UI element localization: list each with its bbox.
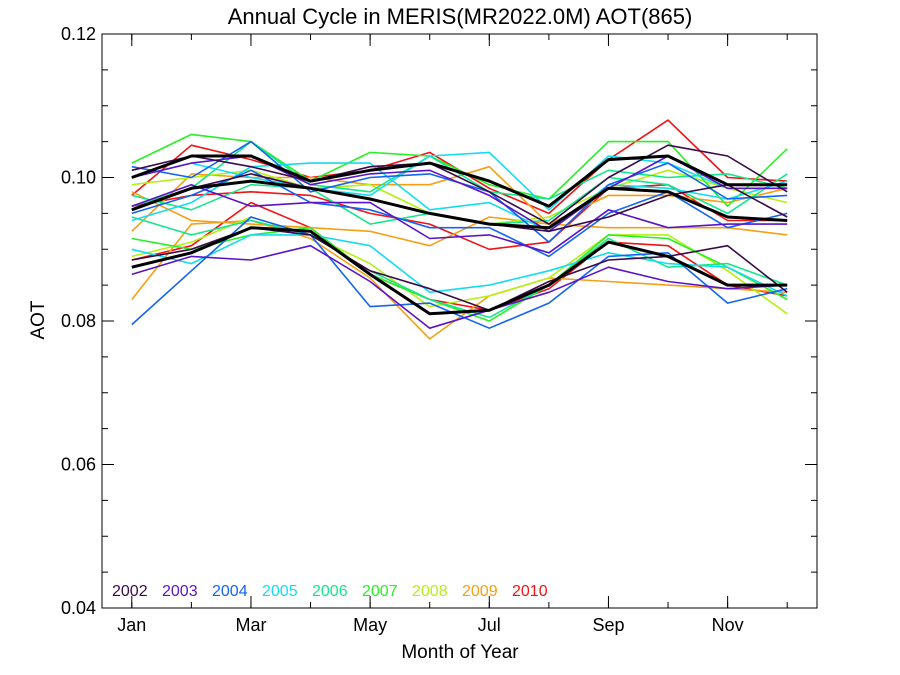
series-line-2005: [131, 162, 788, 233]
mean-series-line: [131, 226, 788, 316]
legend-item-2007: 2007: [362, 583, 398, 600]
series-line-2003: [131, 244, 788, 330]
y-axis-label: AOT: [28, 300, 49, 339]
x-tick-label: Jul: [478, 615, 501, 635]
chart-title: Annual Cycle in MERIS(MR2022.0M) AOT(865…: [228, 4, 693, 29]
legend-item-2005: 2005: [262, 583, 298, 600]
legend-item-2008: 2008: [412, 583, 448, 600]
series-line-2006: [131, 140, 788, 207]
series-line-2004: [131, 169, 788, 258]
y-tick-label: 0.06: [61, 455, 96, 475]
series-line-2007: [131, 133, 788, 207]
legend-item-2006: 2006: [312, 583, 348, 600]
series-line-2008: [131, 216, 788, 315]
series-line-2009: [131, 219, 788, 340]
y-tick-label: 0.12: [61, 24, 96, 44]
legend: 2002 2003 2004 2005 2006 2007 2008 2009 2010: [112, 583, 548, 600]
series-line-2002: [131, 144, 788, 225]
y-tick-label: 0.04: [61, 598, 96, 618]
mean-series-line: [131, 154, 788, 208]
series-line-2003: [131, 183, 788, 254]
plot-lines: [131, 119, 788, 340]
series-line-2005: [131, 234, 788, 297]
axes: 0.04 0.06 0.08 0.10 0.12 Jan Mar May Jul Sep Nov: [61, 24, 817, 635]
series-line-2010: [131, 201, 788, 312]
legend-item-2004: 2004: [212, 583, 248, 600]
mean-series-line: [131, 179, 788, 230]
x-axis-label: Month of Year: [401, 642, 519, 663]
series-line-2006: [131, 216, 788, 319]
legend-item-2003: 2003: [162, 583, 198, 600]
x-tick-label: Jan: [117, 615, 146, 635]
legend-item-2002: 2002: [112, 583, 148, 600]
legend-item-2009: 2009: [462, 583, 498, 600]
x-tick-label: Nov: [712, 615, 744, 635]
x-tick-label: Sep: [592, 615, 624, 635]
plot-frame: [101, 33, 818, 609]
series-line-2007: [131, 226, 788, 322]
y-tick-label: 0.10: [61, 168, 96, 188]
legend-item-2010: 2010: [512, 583, 548, 600]
x-tick-label: Mar: [235, 615, 266, 635]
y-tick-label: 0.08: [61, 311, 96, 331]
x-tick-label: May: [353, 615, 387, 635]
